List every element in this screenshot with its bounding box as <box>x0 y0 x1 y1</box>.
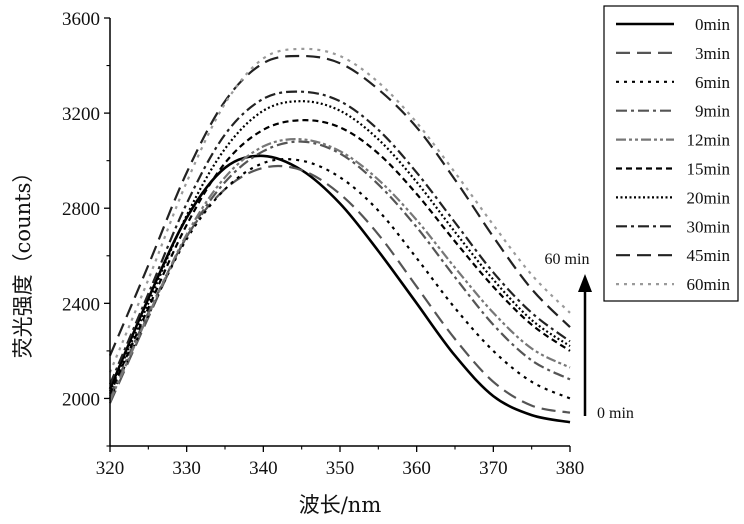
series-line-60min <box>110 49 570 372</box>
series-line-15min <box>110 120 570 394</box>
y-tick-label: 3200 <box>62 104 100 125</box>
x-tick-label: 360 <box>402 458 431 479</box>
y-tick-label: 2400 <box>62 294 100 315</box>
x-tick-label: 370 <box>479 458 508 479</box>
legend-label-12min: 12min <box>687 131 731 150</box>
y-tick-label: 3600 <box>62 9 100 30</box>
legend-label-30min: 30min <box>687 217 731 236</box>
legend-label-0min: 0min <box>695 15 730 34</box>
annotation-bottom: 0 min <box>597 405 634 422</box>
legend-label-20min: 20min <box>687 188 731 207</box>
series-line-45min <box>110 56 570 356</box>
annotation-top: 60 min <box>545 251 590 268</box>
legend-label-45min: 45min <box>687 246 731 265</box>
legend-label-60min: 60min <box>687 275 731 294</box>
series-line-6min <box>110 159 570 398</box>
x-tick-label: 330 <box>172 458 201 479</box>
y-tick-label: 2800 <box>62 199 100 220</box>
x-tick-label: 340 <box>249 458 278 479</box>
legend-label-3min: 3min <box>695 44 730 63</box>
legend: 0min 3min 6min 9min 12min 15min 20min 30min 45mi… <box>604 6 738 301</box>
time-arrow-head-icon <box>578 274 592 292</box>
x-tick-label: 380 <box>556 458 585 479</box>
y-tick-label: 2000 <box>62 389 100 410</box>
x-tick-label: 320 <box>96 458 125 479</box>
fluorescence-line-chart: 320 330 340 350 360 370 380 2000 2400 2800 3200 360… <box>0 0 744 524</box>
x-axis-title: 波长/nm <box>299 493 382 517</box>
tick-labels: 320 330 340 350 360 370 380 2000 2400 2800 3200 360… <box>62 9 584 479</box>
series-lines <box>110 49 570 422</box>
legend-label-6min: 6min <box>695 73 730 92</box>
legend-label-15min: 15min <box>687 160 731 179</box>
legend-label-9min: 9min <box>695 102 730 121</box>
y-axis-title: 荧光强度（counts） <box>11 162 35 359</box>
x-tick-label: 350 <box>326 458 355 479</box>
